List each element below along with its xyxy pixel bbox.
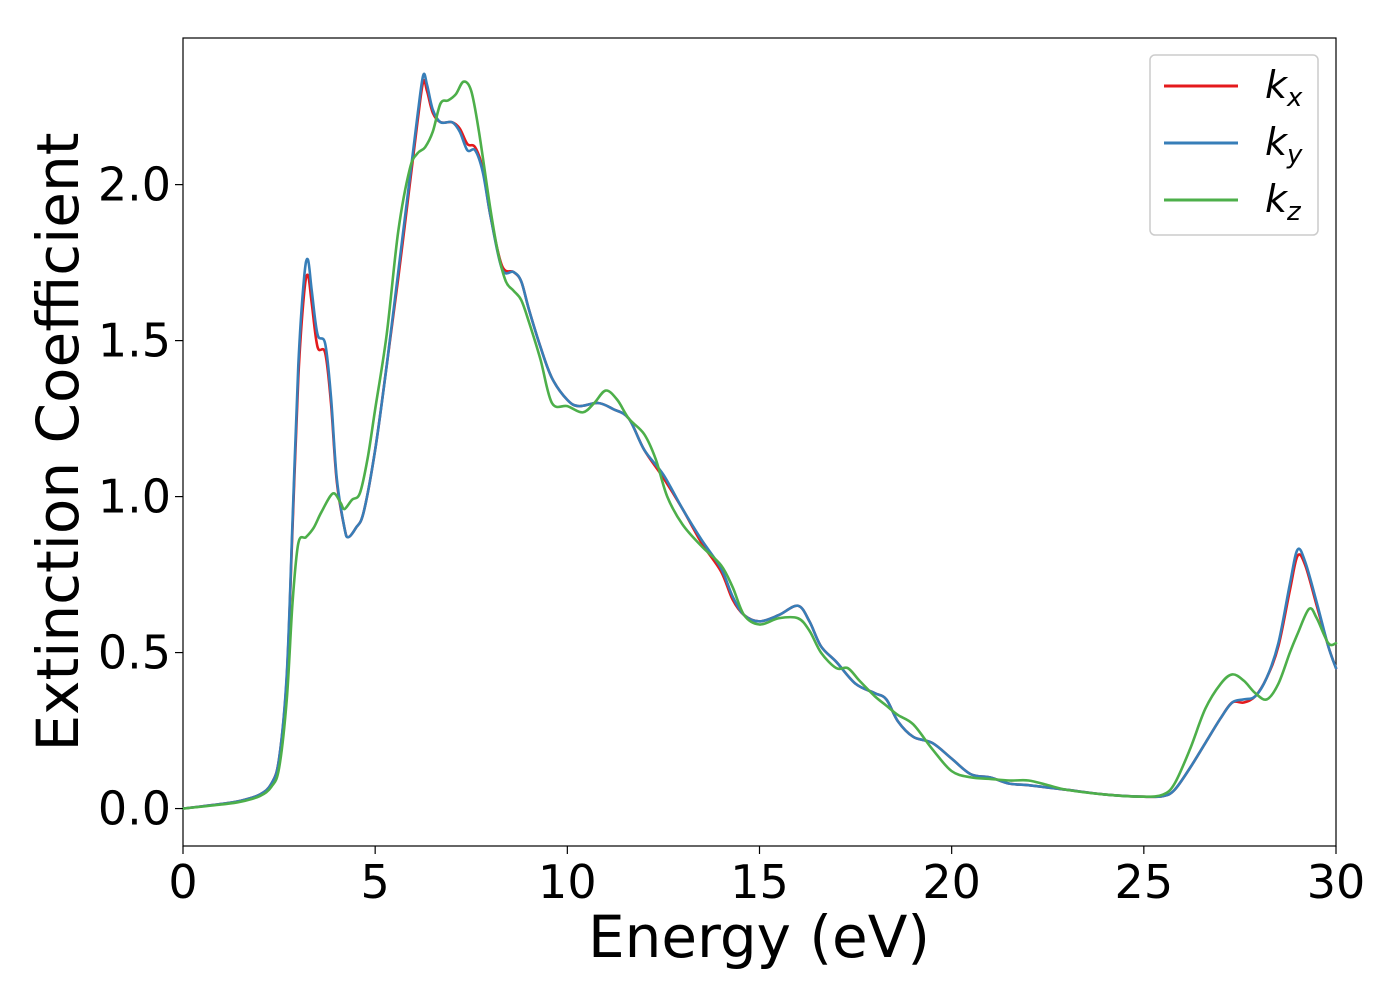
x-tick-label: 20 <box>922 855 981 909</box>
x-tick-label: 5 <box>361 855 390 909</box>
legend-label-kx: kx <box>1265 63 1303 113</box>
y-tick-label: 1.5 <box>98 314 171 368</box>
x-tick-label: 30 <box>1307 855 1366 909</box>
x-tick-label: 25 <box>1115 855 1174 909</box>
y-axis-label: Extinction Coefficient <box>24 133 92 752</box>
x-axis-ticks: 0 5 10 15 20 25 30 <box>168 846 1365 909</box>
legend-label-ky: ky <box>1265 120 1303 170</box>
series-line-ky <box>181 72 1338 810</box>
y-tick-label: 1.0 <box>98 470 171 524</box>
y-tick-label: 2.0 <box>98 158 171 212</box>
x-axis-label: Energy (eV) <box>588 903 930 971</box>
y-tick-label: 0.0 <box>98 782 171 836</box>
x-tick-label: 0 <box>168 855 197 909</box>
series-layer <box>181 72 1338 810</box>
y-axis-ticks: 0.0 0.5 1.0 1.5 2.0 <box>98 158 183 836</box>
legend: kx ky kz <box>1149 54 1319 236</box>
x-tick-label: 15 <box>730 855 789 909</box>
x-tick-label: 10 <box>538 855 597 909</box>
legend-box <box>1149 54 1319 236</box>
y-tick-label: 0.5 <box>98 626 171 680</box>
series-line-kz <box>181 80 1338 810</box>
legend-items: kx ky kz <box>1164 63 1303 227</box>
legend-label-kz: kz <box>1265 177 1302 227</box>
